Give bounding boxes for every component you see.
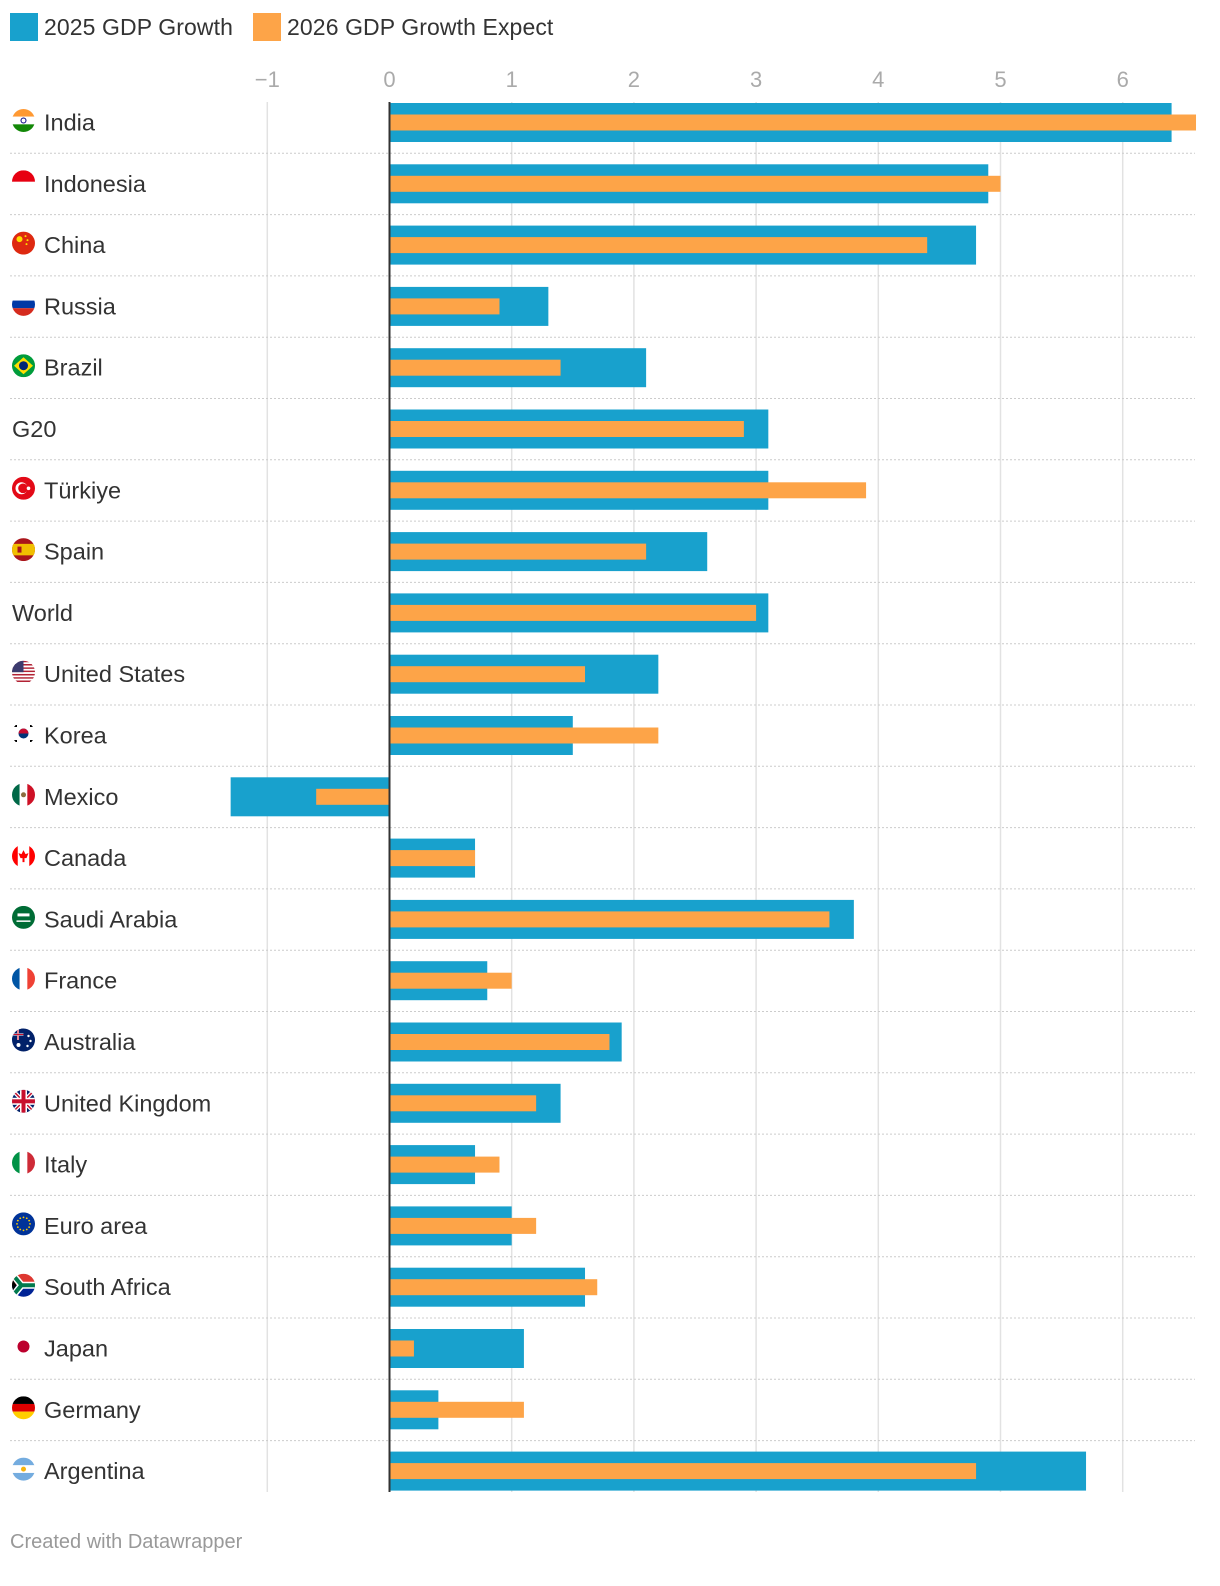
bar-2026: [389, 1279, 598, 1296]
category-label: Canada: [44, 845, 127, 871]
category-label: Brazil: [44, 355, 103, 381]
bar-2026: [389, 1401, 524, 1418]
category-label: China: [44, 232, 106, 258]
x-tick-label: 1: [506, 67, 518, 92]
canada-flag-icon: [12, 844, 35, 868]
category-label: G20: [12, 416, 56, 442]
india-flag-icon: [12, 109, 35, 132]
italy-flag-icon: [12, 1151, 35, 1175]
category-label: Italy: [44, 1152, 87, 1178]
turkiye-flag-icon: [12, 476, 35, 500]
x-tick-label: 5: [994, 67, 1006, 92]
korea-flag-icon: [12, 722, 35, 745]
bar-2026: [389, 175, 1001, 192]
category-label: South Africa: [44, 1274, 172, 1300]
x-tick-label: 3: [750, 67, 762, 92]
saudi-arabia-flag-icon: [12, 905, 35, 929]
legend-item-2026: 2026 GDP Growth Expect: [253, 13, 553, 41]
category-label: Russia: [44, 293, 117, 319]
russia-flag-icon: [12, 292, 35, 316]
south-africa-flag-icon: [12, 1273, 35, 1297]
x-tick-label: −1: [255, 67, 280, 92]
argentina-flag-icon: [12, 1457, 35, 1481]
brazil-flag-icon: [12, 354, 35, 378]
bar-2026: [389, 911, 830, 928]
category-label: France: [44, 968, 117, 994]
bar-2026: [389, 666, 586, 683]
legend-label-2025: 2025 GDP Growth: [44, 13, 234, 40]
bar-2026: [389, 359, 561, 376]
euro-area-flag-icon: [12, 1212, 35, 1236]
bar-2026: [389, 1034, 610, 1050]
bar-2026: [389, 237, 928, 254]
category-label: Mexico: [44, 784, 118, 810]
bar-2026: [389, 850, 476, 867]
bar-2026: [389, 604, 757, 621]
bar-2026: [389, 482, 867, 499]
category-label: World: [12, 600, 73, 626]
japan-flag-icon: [12, 1335, 35, 1358]
x-tick-label: 6: [1117, 67, 1129, 92]
category-label: Germany: [44, 1397, 141, 1423]
bar-2026: [316, 788, 390, 805]
category-label: Spain: [44, 539, 104, 565]
category-label: Argentina: [44, 1458, 146, 1484]
category-label: United States: [44, 661, 185, 687]
bar-2026: [389, 114, 1197, 131]
legend-swatch-2025: [10, 13, 38, 41]
x-tick-label: 0: [383, 67, 395, 92]
category-label: Saudi Arabia: [44, 906, 178, 932]
bar-2026: [389, 1463, 977, 1480]
category-label: United Kingdom: [44, 1090, 211, 1116]
bar-2026: [389, 727, 659, 744]
australia-flag-icon: [12, 1028, 35, 1052]
spain-flag-icon: [12, 538, 35, 562]
legend-label-2026: 2026 GDP Growth Expect: [287, 13, 554, 40]
category-label: Euro area: [44, 1213, 148, 1239]
legend-item-2025: 2025 GDP Growth: [10, 13, 233, 41]
category-label: Indonesia: [44, 171, 147, 197]
x-tick-label: 2: [628, 67, 640, 92]
category-label: Korea: [44, 723, 108, 749]
legend-swatch-2026: [253, 13, 282, 41]
china-flag-icon: [12, 231, 35, 255]
bar-2026: [389, 1095, 537, 1112]
bar-2026: [389, 1217, 537, 1234]
bar-2026: [389, 421, 744, 437]
category-label: Japan: [44, 1336, 108, 1362]
bar-2026: [389, 1340, 414, 1357]
category-label: Australia: [44, 1029, 136, 1055]
france-flag-icon: [12, 967, 35, 991]
legend: 2025 GDP Growth 2026 GDP Growth Expect: [10, 12, 573, 42]
indonesia-flag-icon: [12, 170, 35, 194]
bar-2026: [389, 1156, 500, 1173]
category-label: Türkiye: [44, 477, 121, 503]
mexico-flag-icon: [12, 783, 35, 807]
bar-2026: [389, 543, 647, 560]
bar-2026: [389, 298, 500, 315]
footer-credit: Created with Datawrapper: [10, 1531, 243, 1553]
united-states-flag-icon: [12, 660, 35, 684]
germany-flag-icon: [12, 1396, 35, 1420]
united-kingdom-flag-icon: [12, 1089, 35, 1113]
bar-2026: [389, 972, 512, 989]
category-label: India: [44, 110, 96, 136]
x-tick-label: 4: [872, 67, 884, 92]
